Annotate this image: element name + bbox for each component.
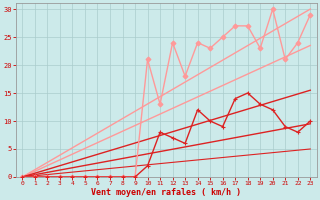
X-axis label: Vent moyen/en rafales ( km/h ): Vent moyen/en rafales ( km/h )	[91, 188, 241, 197]
